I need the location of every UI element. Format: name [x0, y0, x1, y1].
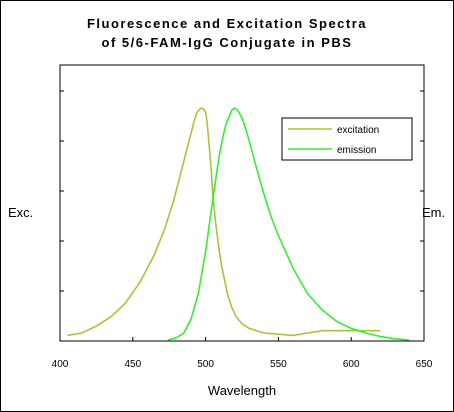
y-axis-label-right: Em. [422, 205, 445, 220]
legend-items: excitation emission [288, 125, 379, 156]
legend: excitation emission [281, 117, 413, 161]
legend-box [281, 117, 413, 161]
series-lines [67, 107, 410, 341]
x-tick-label: 650 [416, 359, 433, 370]
legend-label-excitation: excitation [337, 125, 379, 136]
chart-title: Fluorescence and Excitation Spectra of 5… [0, 14, 454, 52]
series-line-excitation [67, 107, 381, 337]
x-axis-ticks: 400 450 500 550 600 650 [52, 337, 433, 370]
x-tick-label: 400 [52, 359, 69, 370]
chart-title-line-2: of 5/6-FAM-IgG Conjugate in PBS [101, 35, 353, 50]
y-axis-label-left: Exc. [8, 205, 33, 220]
legend-label-emission: emission [337, 145, 376, 156]
x-tick-label: 600 [343, 359, 360, 370]
plot-area [59, 64, 425, 342]
x-tick-label: 550 [270, 359, 287, 370]
chart-title-line-1: Fluorescence and Excitation Spectra [86, 16, 368, 31]
series-line-emission [167, 107, 410, 341]
y-axis-ticks [60, 90, 424, 292]
x-tick-label: 500 [197, 359, 214, 370]
x-axis-label: Wavelength [208, 383, 276, 398]
x-tick-label: 450 [124, 359, 141, 370]
